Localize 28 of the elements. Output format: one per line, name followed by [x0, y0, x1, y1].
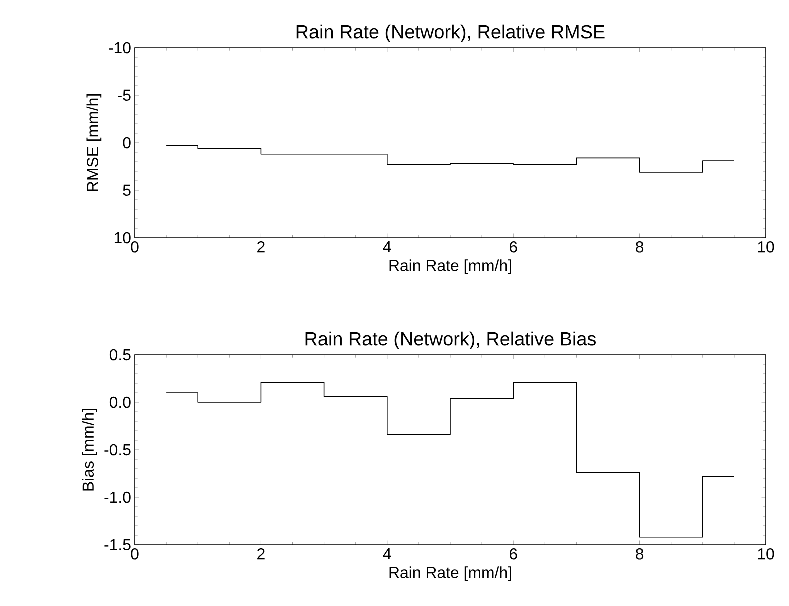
y-tick-label: -1.5	[104, 539, 131, 551]
chart-title: Rain Rate (Network), Relative RMSE	[296, 24, 605, 42]
y-axis-title: RMSE [mm/h]	[86, 94, 102, 192]
x-tick-label: 8	[636, 548, 644, 560]
x-tick-label: 4	[383, 242, 392, 252]
y-tick-label: -0.5	[104, 444, 131, 456]
x-tick-label: 6	[510, 242, 518, 253]
x-tick-label: 2	[258, 242, 265, 253]
x-axis-title: Rain Rate [mm/h]	[390, 260, 512, 275]
chart-title: Rain Rate (Network), Relative Bias	[306, 332, 596, 350]
x-axis-title: Rain Rate [mm/h]	[390, 566, 512, 582]
x-tick-label: 4	[383, 548, 392, 560]
y-tick-label: 0.0	[110, 396, 131, 408]
x-tick-label: 0	[131, 242, 139, 253]
y-tick-label: -10	[109, 42, 131, 54]
y-tick-label: 0	[123, 137, 131, 149]
x-tick-label: 0	[131, 548, 139, 560]
x-tick-label: 10	[758, 242, 774, 253]
x-tick-label: 10	[758, 548, 774, 560]
y-tick-label: 10	[114, 232, 131, 244]
y-tick-label: -5	[118, 90, 131, 102]
y-tick-label: 0.5	[110, 349, 131, 361]
y-tick-label: -1.0	[104, 492, 131, 504]
x-tick-label: 2	[258, 548, 265, 560]
y-axis-title: Bias [mm/h]	[82, 409, 98, 491]
y-tick-label: 5	[123, 184, 131, 196]
x-tick-label: 6	[510, 548, 518, 560]
x-tick-label: 8	[636, 242, 644, 253]
